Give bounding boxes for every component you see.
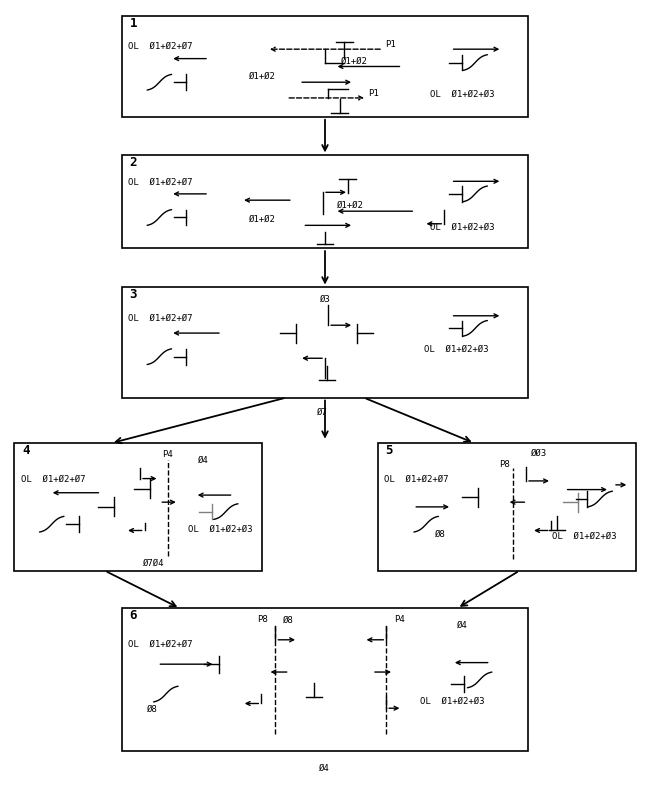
Text: Ø4: Ø4 <box>457 621 468 630</box>
Text: OL  Ø1+Ø2+Ø3: OL Ø1+Ø2+Ø3 <box>430 223 495 232</box>
Text: Ø1+Ø2: Ø1+Ø2 <box>337 201 363 210</box>
Text: Ø1+Ø2: Ø1+Ø2 <box>341 56 368 65</box>
Text: Ø7Ø4: Ø7Ø4 <box>143 559 164 568</box>
Text: OL  Ø1+Ø2+Ø7: OL Ø1+Ø2+Ø7 <box>21 474 85 484</box>
Text: P1: P1 <box>368 89 379 97</box>
Text: Ø8: Ø8 <box>146 704 157 714</box>
Text: P8: P8 <box>499 460 510 469</box>
Text: OL  Ø1+Ø2+Ø3: OL Ø1+Ø2+Ø3 <box>430 89 495 98</box>
Text: OL  Ø1+Ø2+Ø3: OL Ø1+Ø2+Ø3 <box>424 345 488 354</box>
Text: Ø7: Ø7 <box>317 408 328 417</box>
Text: Ø4: Ø4 <box>318 764 330 773</box>
Text: 4: 4 <box>22 444 30 457</box>
Text: Ø1+Ø2: Ø1+Ø2 <box>249 215 276 224</box>
Text: Ø3: Ø3 <box>320 295 331 303</box>
Text: 6: 6 <box>130 609 137 623</box>
Text: P4: P4 <box>162 451 174 459</box>
Bar <box>122 287 528 398</box>
Bar <box>122 608 528 752</box>
Text: 1: 1 <box>130 17 137 30</box>
Text: Ø1+Ø2: Ø1+Ø2 <box>249 72 276 81</box>
Bar <box>122 155 528 248</box>
Text: Ø8: Ø8 <box>435 530 445 539</box>
Text: ØØ3: ØØ3 <box>531 449 547 458</box>
Bar <box>14 444 263 570</box>
Text: OL  Ø1+Ø2+Ø3: OL Ø1+Ø2+Ø3 <box>420 696 484 706</box>
Bar <box>122 16 528 116</box>
Text: Ø4: Ø4 <box>198 456 209 465</box>
Text: OL  Ø1+Ø2+Ø3: OL Ø1+Ø2+Ø3 <box>188 525 253 534</box>
Text: OL  Ø1+Ø2+Ø7: OL Ø1+Ø2+Ø7 <box>129 640 193 649</box>
Text: OL  Ø1+Ø2+Ø7: OL Ø1+Ø2+Ø7 <box>129 314 193 322</box>
Text: 3: 3 <box>130 288 137 302</box>
Text: OL  Ø1+Ø2+Ø7: OL Ø1+Ø2+Ø7 <box>384 474 448 484</box>
Text: P8: P8 <box>257 615 268 625</box>
Text: 5: 5 <box>385 444 393 457</box>
Text: OL  Ø1+Ø2+Ø7: OL Ø1+Ø2+Ø7 <box>129 177 193 186</box>
Bar <box>378 444 636 570</box>
Text: P1: P1 <box>385 40 396 49</box>
Text: Ø8: Ø8 <box>283 615 294 625</box>
Text: 2: 2 <box>130 156 137 169</box>
Text: OL  Ø1+Ø2+Ø7: OL Ø1+Ø2+Ø7 <box>129 42 193 51</box>
Text: OL  Ø1+Ø2+Ø3: OL Ø1+Ø2+Ø3 <box>552 531 616 540</box>
Text: P4: P4 <box>394 615 405 625</box>
